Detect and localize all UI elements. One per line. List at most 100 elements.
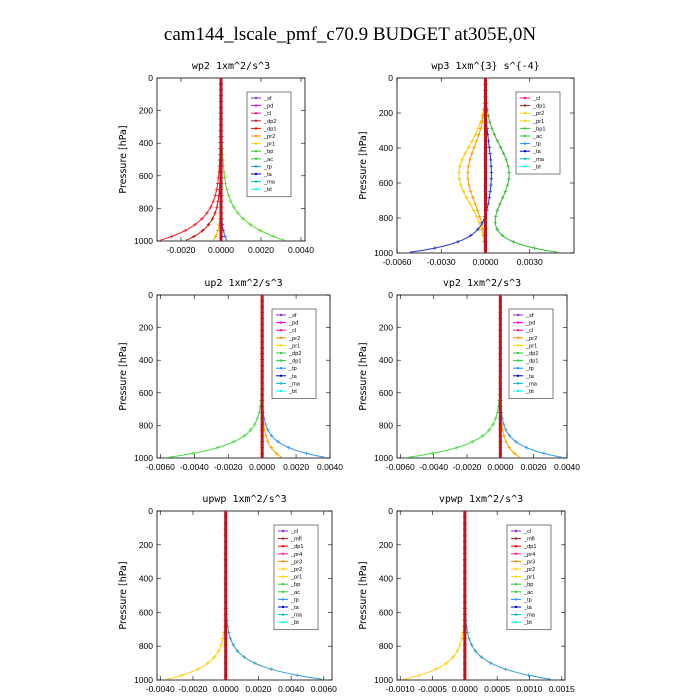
x-tick-label: 0.0010	[516, 684, 542, 694]
series-marker	[208, 205, 213, 209]
series-group	[408, 295, 562, 458]
series-marker	[229, 199, 233, 204]
legend: _cl _mfl_dp1 _pr4_pr3 _pr2 _pr1_bp _ac_tp _ta _…	[273, 524, 319, 631]
series-marker	[304, 451, 309, 456]
series-marker	[210, 217, 215, 221]
series-marker	[470, 439, 475, 444]
y-tick-label: 600	[139, 607, 153, 617]
legend-marker	[523, 96, 527, 100]
x-tick-label: 0.0000	[208, 245, 234, 255]
legend-marker	[523, 119, 527, 123]
legend-marker	[281, 529, 285, 533]
legend-marker	[516, 359, 520, 362]
legend-label: _pr2	[263, 134, 275, 140]
x-tick-label: 0.0040	[317, 462, 343, 472]
series-marker	[180, 673, 184, 678]
legend-label: _pr2	[525, 336, 537, 342]
x-tick-label: -0.0060	[146, 462, 175, 472]
panel-wp3: wp3 1xm^{3} s^{-4} 0 200 400 600 800 1000 Press…	[358, 61, 575, 267]
y-tick-label: 1000	[374, 248, 393, 258]
series-marker	[526, 673, 531, 678]
series-marker	[266, 439, 270, 444]
series-marker	[444, 661, 449, 665]
series-group	[159, 78, 285, 241]
y-axis-label: Pressure [hPa]	[118, 561, 129, 629]
legend-label: _cl	[532, 96, 540, 102]
series-marker	[169, 234, 174, 239]
series-line-pr1	[166, 511, 227, 680]
legend-label: _pr1	[290, 575, 302, 581]
series-marker	[479, 655, 484, 659]
legend-marker	[279, 389, 283, 393]
series-marker	[514, 439, 518, 444]
series-line-pr2	[467, 78, 486, 253]
legend-label: _pr4	[290, 552, 302, 558]
legend-label: _bp1	[532, 126, 545, 132]
series-marker	[504, 428, 508, 432]
legend-label: _ta	[532, 149, 542, 155]
x-tick-label: 0.0015	[549, 684, 575, 694]
legend-marker	[514, 605, 518, 609]
series-marker	[235, 649, 240, 653]
series-line-pr1	[403, 511, 466, 680]
legend-label: _bt	[290, 620, 299, 626]
legend-marker	[279, 351, 283, 355]
legend-marker	[281, 605, 285, 609]
legend-marker	[279, 344, 283, 347]
series-marker	[255, 416, 260, 421]
series-marker	[213, 234, 218, 239]
legend-marker	[281, 575, 285, 578]
series-marker	[212, 655, 217, 659]
y-axis-label: Pressure [hPa]	[118, 125, 129, 193]
series-marker	[183, 228, 187, 233]
series-marker	[480, 221, 485, 225]
x-tick-label: -0.0020	[167, 245, 196, 255]
legend-marker	[254, 104, 258, 107]
legend-label: _cl	[525, 328, 533, 334]
x-tick-label: 0.0000	[249, 462, 275, 472]
series-marker	[232, 439, 236, 444]
legend-marker	[254, 188, 258, 191]
series-marker	[222, 175, 227, 180]
legend-label: _sf	[525, 313, 534, 319]
series-marker	[467, 183, 471, 187]
series-marker	[464, 195, 469, 200]
series-marker	[495, 208, 500, 213]
legend-marker	[281, 567, 285, 571]
series-marker	[459, 636, 464, 641]
series-marker	[191, 451, 195, 456]
series-marker	[232, 205, 236, 209]
legend-marker	[281, 621, 285, 624]
series-marker	[241, 217, 246, 221]
legend-label: _bt	[263, 187, 272, 193]
series-marker	[455, 445, 459, 450]
y-tick-label: 400	[139, 138, 153, 148]
legend-marker	[514, 552, 518, 555]
x-tick-label: 0.0005	[484, 684, 510, 694]
legend-marker	[279, 367, 283, 370]
x-tick-label: 0.0060	[311, 684, 337, 694]
y-tick-label: 1000	[374, 453, 393, 463]
legend-marker	[254, 112, 258, 115]
series-marker	[457, 177, 462, 181]
series-marker	[266, 428, 270, 432]
series-marker	[466, 164, 471, 168]
series-marker	[504, 158, 509, 162]
y-tick-label: 600	[379, 388, 393, 398]
series-marker	[472, 145, 476, 150]
legend-marker	[281, 613, 285, 616]
legend: _cl _dp1_pr2 _pr1_bp1 _ac _tp_ta _ma_bt	[515, 91, 561, 175]
series-marker	[457, 170, 461, 175]
plot-frame	[156, 77, 306, 242]
series-marker	[501, 151, 506, 156]
legend-marker	[254, 142, 258, 145]
series-group	[409, 78, 558, 253]
legend-label: _ac	[523, 590, 533, 596]
series-marker	[532, 246, 537, 250]
series-marker	[460, 158, 464, 162]
panel-upwp: upwp 1xm^2/s^3 0 200 400 600 800 1000 Pressure …	[118, 494, 337, 694]
legend-marker	[281, 552, 285, 555]
legend-label: _cl	[290, 529, 298, 535]
series-line-tp	[409, 78, 492, 253]
